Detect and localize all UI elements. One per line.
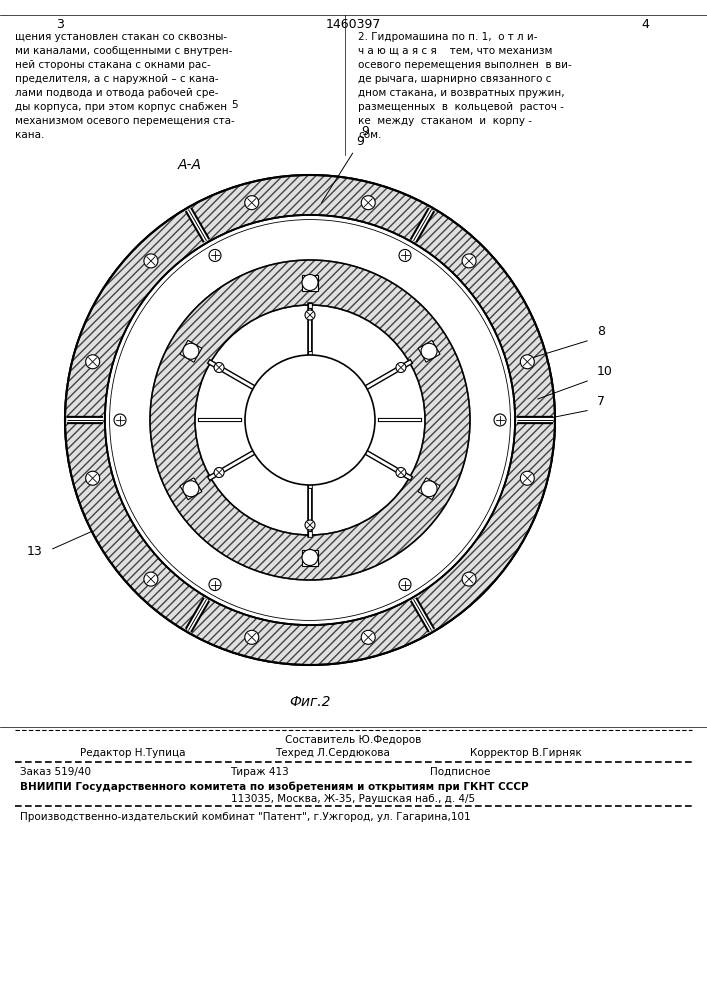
Circle shape [209, 579, 221, 591]
Circle shape [183, 481, 199, 497]
Circle shape [209, 249, 221, 261]
Circle shape [305, 310, 315, 320]
Circle shape [245, 630, 259, 644]
Circle shape [114, 414, 126, 426]
Text: 5: 5 [232, 100, 238, 110]
Text: Производственно-издательский комбинат "Патент", г.Ужгород, ул. Гагарина,101: Производственно-издательский комбинат "П… [20, 812, 471, 822]
Text: Тираж 413: Тираж 413 [230, 767, 288, 777]
Text: 9: 9 [361, 125, 369, 138]
Text: Подписное: Подписное [430, 767, 491, 777]
Circle shape [520, 355, 534, 369]
Text: 4: 4 [641, 18, 649, 31]
Circle shape [302, 274, 318, 290]
Circle shape [245, 196, 259, 210]
Text: ВНИИПИ Государственного комитета по изобретениям и открытиям при ГКНТ СССР: ВНИИПИ Государственного комитета по изоб… [20, 782, 529, 792]
Text: Техред Л.Сердюкова: Техред Л.Сердюкова [275, 748, 390, 758]
Text: Корректор В.Гирняк: Корректор В.Гирняк [470, 748, 582, 758]
Circle shape [302, 550, 318, 566]
Bar [418, 340, 440, 362]
Bar [180, 340, 202, 362]
Text: 13: 13 [27, 545, 43, 558]
Text: 113035, Москва, Ж-35, Раушская наб., д. 4/5: 113035, Москва, Ж-35, Раушская наб., д. … [231, 794, 475, 804]
Circle shape [110, 220, 510, 620]
Circle shape [396, 468, 406, 478]
Text: 3: 3 [56, 18, 64, 31]
Circle shape [421, 481, 437, 497]
Text: 8: 8 [597, 325, 605, 338]
Text: Составитель Ю.Федоров: Составитель Ю.Федоров [285, 735, 421, 745]
Circle shape [183, 343, 199, 359]
Text: щения установлен стакан со сквозны-
ми каналами, сообщенными с внутрен-
ней стор: щения установлен стакан со сквозны- ми к… [15, 32, 235, 140]
Text: 9: 9 [322, 135, 364, 203]
Text: 10: 10 [597, 365, 613, 378]
Wedge shape [105, 215, 515, 625]
Circle shape [214, 468, 224, 478]
Circle shape [396, 362, 406, 372]
Bar [302, 274, 318, 290]
Text: Фиг.2: Фиг.2 [289, 695, 331, 709]
Wedge shape [65, 175, 555, 665]
Circle shape [462, 572, 476, 586]
Text: Заказ 519/40: Заказ 519/40 [20, 767, 91, 777]
Circle shape [494, 414, 506, 426]
Bar [418, 478, 440, 500]
Wedge shape [150, 260, 470, 580]
Circle shape [421, 343, 437, 359]
Circle shape [86, 355, 100, 369]
Text: 2. Гидромашина по п. 1,  о т л и-
ч а ю щ а я с я    тем, что механизм
осевого п: 2. Гидромашина по п. 1, о т л и- ч а ю щ… [358, 32, 572, 140]
Bar [302, 550, 318, 566]
Circle shape [86, 471, 100, 485]
Circle shape [144, 572, 158, 586]
Circle shape [214, 362, 224, 372]
Circle shape [399, 249, 411, 261]
Text: 7: 7 [597, 395, 605, 408]
Circle shape [245, 355, 375, 485]
Circle shape [361, 196, 375, 210]
Circle shape [462, 254, 476, 268]
Bar [180, 478, 202, 500]
Circle shape [520, 471, 534, 485]
Text: Редактор Н.Тупица: Редактор Н.Тупица [80, 748, 185, 758]
Circle shape [144, 254, 158, 268]
Circle shape [305, 520, 315, 530]
Circle shape [361, 630, 375, 644]
Circle shape [399, 579, 411, 591]
Text: А-А: А-А [178, 158, 202, 172]
Text: 1460397: 1460397 [325, 18, 380, 31]
Wedge shape [65, 175, 555, 665]
